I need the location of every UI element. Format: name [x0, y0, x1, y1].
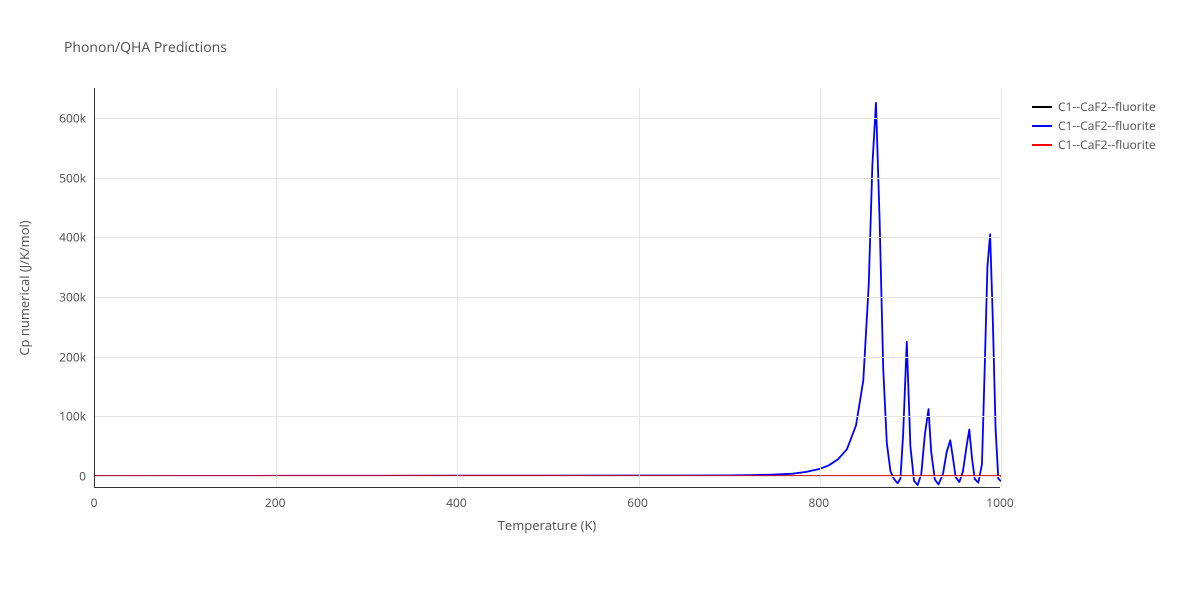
chart-title: Phonon/QHA Predictions: [64, 38, 227, 57]
x-tick-label: 600: [627, 494, 648, 511]
legend-item[interactable]: C1--CaF2--fluorite: [1032, 136, 1156, 153]
y-tick-label: 300k: [46, 288, 86, 305]
y-tick-label: 600k: [46, 109, 86, 126]
x-axis-label: Temperature (K): [498, 516, 597, 534]
legend-label: C1--CaF2--fluorite: [1058, 117, 1156, 134]
legend-swatch: [1032, 106, 1052, 108]
x-tick-label: 0: [91, 494, 98, 511]
grid-v: [639, 88, 640, 487]
grid-h: [95, 178, 1000, 179]
x-tick-label: 200: [265, 494, 286, 511]
grid-v: [820, 88, 821, 487]
legend-swatch: [1032, 144, 1052, 146]
grid-h: [95, 118, 1000, 119]
x-tick-label: 400: [446, 494, 467, 511]
y-axis-label: Cp numerical (J/K/mol): [15, 220, 33, 355]
legend-label: C1--CaF2--fluorite: [1058, 136, 1156, 153]
grid-h: [95, 297, 1000, 298]
y-tick-label: 100k: [46, 408, 86, 425]
legend-swatch: [1032, 125, 1052, 127]
x-tick-label: 1000: [986, 494, 1013, 511]
y-tick-label: 400k: [46, 229, 86, 246]
grid-v: [1001, 88, 1002, 487]
grid-h: [95, 237, 1000, 238]
x-tick-label: 800: [809, 494, 830, 511]
legend-label: C1--CaF2--fluorite: [1058, 98, 1156, 115]
legend: C1--CaF2--fluorite C1--CaF2--fluorite C1--…: [1032, 98, 1156, 155]
chart-lines: [95, 88, 1001, 488]
grid-v: [276, 88, 277, 487]
grid-v: [457, 88, 458, 487]
grid-h: [95, 416, 1000, 417]
y-tick-label: 500k: [46, 169, 86, 186]
plot-area: [94, 88, 1000, 488]
y-tick-label: 200k: [46, 348, 86, 365]
legend-item[interactable]: C1--CaF2--fluorite: [1032, 98, 1156, 115]
y-tick-label: 0: [46, 468, 86, 485]
series-blue: [95, 103, 1001, 485]
grid-h: [95, 357, 1000, 358]
grid-h: [95, 476, 1000, 477]
legend-item[interactable]: C1--CaF2--fluorite: [1032, 117, 1156, 134]
